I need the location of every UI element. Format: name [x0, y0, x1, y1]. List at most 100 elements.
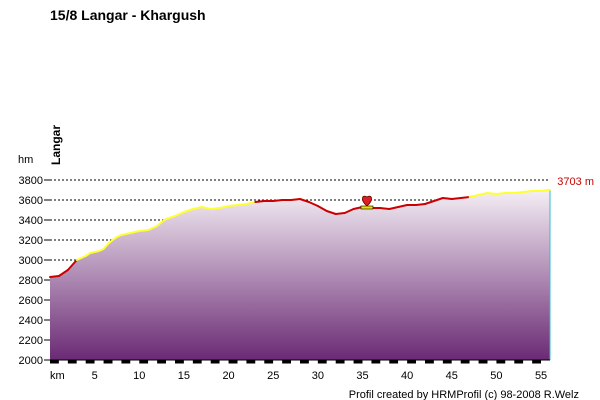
km-band-segment: [246, 360, 256, 364]
profile-segment: [165, 215, 176, 220]
profile-segment: [174, 211, 185, 217]
km-band-segment: [103, 360, 113, 364]
y-axis-label: hm: [18, 154, 33, 166]
km-band-segment: [121, 360, 131, 364]
km-band-segment: [273, 360, 283, 364]
profile-segment: [459, 196, 471, 199]
km-band-segment: [264, 360, 274, 364]
profile-segment: [227, 204, 239, 207]
km-band-segment: [514, 360, 524, 364]
start-waypoint-label: Langar: [49, 125, 63, 165]
km-band-segment: [371, 360, 381, 364]
profile-segment: [254, 200, 266, 203]
x-tick-label: 30: [312, 370, 324, 382]
profile-segment: [388, 206, 400, 210]
km-band-segment: [139, 360, 149, 364]
km-band-segment: [76, 360, 86, 364]
y-tick-label: 3400: [19, 215, 43, 227]
km-band-segment: [148, 360, 158, 364]
x-axis-label: km: [50, 370, 65, 382]
profile-segment: [540, 188, 551, 192]
km-band-segment: [433, 360, 443, 364]
km-band-segment: [416, 360, 425, 364]
profile-segment: [486, 192, 498, 195]
km-band-segment: [201, 360, 211, 364]
profile-segment: [450, 197, 462, 200]
profile-segment: [424, 200, 435, 205]
y-tick-label: 2400: [19, 315, 43, 327]
km-band-segment: [362, 360, 372, 364]
km-band-segment: [317, 360, 327, 364]
profile-segment: [272, 199, 284, 202]
km-band-segment: [523, 360, 533, 364]
km-band-segment: [308, 360, 318, 364]
x-tick-label: 45: [446, 370, 458, 382]
km-band-segment: [67, 360, 77, 364]
y-tick-label: 2600: [19, 295, 43, 307]
km-band-segment: [505, 360, 515, 364]
km-band-segment: [532, 360, 542, 364]
km-band-segment: [380, 360, 390, 364]
km-band-segment: [469, 360, 479, 364]
profile-segment: [102, 243, 110, 250]
y-axis-ticks: 2000 2200 2400 2600 2800 3000 3200 3400 3600 3800: [19, 175, 50, 367]
km-band-segment: [255, 360, 265, 364]
profile-segment: [307, 201, 319, 207]
profile-segment: [191, 206, 203, 210]
profile-segment: [522, 190, 534, 193]
km-band-segment: [300, 360, 309, 364]
profile-segment: [209, 207, 221, 210]
km-band-segment: [94, 360, 104, 364]
profile-segment: [415, 203, 426, 206]
profile-segment: [138, 229, 150, 232]
heart-shape: [362, 195, 372, 207]
footer-credit: Profil created by HRMProfil (c) 98-2008 …: [349, 389, 579, 400]
km-band-segment: [112, 360, 122, 364]
profile-segment: [513, 191, 525, 194]
km-band-segment: [389, 360, 399, 364]
profile-segment: [245, 201, 257, 205]
profile-segment: [75, 255, 87, 261]
km-band-segment: [344, 360, 354, 364]
elevation-fill: [50, 189, 550, 360]
profile-segment: [290, 198, 301, 201]
profile-segment: [468, 194, 480, 198]
km-band-segment: [228, 360, 238, 364]
profile-segment: [379, 207, 391, 210]
km-band-segment: [487, 360, 497, 364]
km-band-segment: [451, 360, 461, 364]
km-band-segment: [58, 360, 68, 364]
km-band-segment: [541, 360, 550, 364]
km-band-segment: [496, 360, 506, 364]
chart-title: 15/8 Langar - Khargush: [50, 7, 206, 23]
km-band-segment: [183, 360, 193, 364]
x-tick-label: 40: [401, 370, 413, 382]
km-band-segment: [353, 360, 363, 364]
profile-segment: [441, 197, 453, 200]
profile-segment: [236, 203, 248, 206]
x-tick-label: 5: [92, 370, 98, 382]
waypoint-markers: [360, 195, 374, 210]
y-tick-label: 3200: [19, 235, 43, 247]
profile-segment: [316, 205, 328, 212]
km-band-segment: [210, 360, 220, 364]
km-band-segment: [130, 360, 140, 364]
y-tick-label: 2200: [19, 335, 43, 347]
y-tick-label: 2800: [19, 275, 43, 287]
km-band-segment: [192, 360, 202, 364]
km-band-segment: [175, 360, 184, 364]
km-band-segment: [157, 360, 167, 364]
km-band-segment: [326, 360, 336, 364]
profile-segment: [182, 208, 194, 213]
km-band-segment: [407, 360, 417, 364]
km-band-segment: [166, 360, 175, 364]
profile-segment: [66, 259, 78, 271]
km-band-segment: [478, 360, 488, 364]
km-band-segment: [50, 360, 59, 364]
end-elevation-label: 3703 m: [557, 176, 594, 188]
y-tick-label: 3800: [19, 175, 43, 187]
profile-segment: [334, 212, 346, 215]
profile-segment: [299, 198, 310, 203]
x-tick-label: 10: [133, 370, 145, 382]
